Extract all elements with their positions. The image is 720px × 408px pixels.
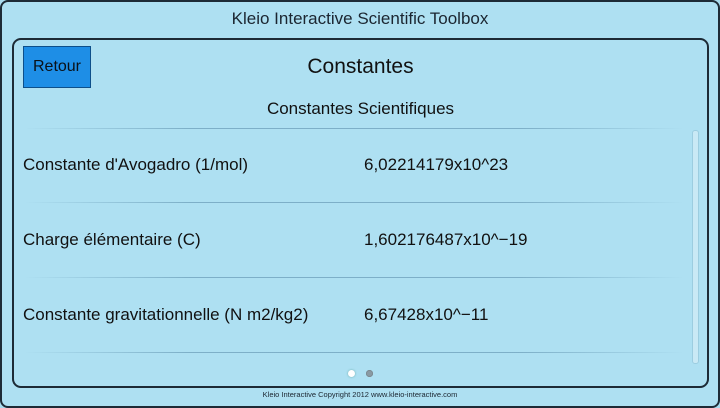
constant-label: Constante gravitationnelle (N m2/kg2) bbox=[23, 305, 309, 324]
divider bbox=[24, 277, 684, 278]
constant-row-gravitational[interactable]: Constante gravitationnelle (N m2/kg2) 6,… bbox=[14, 295, 690, 335]
back-button[interactable]: Retour bbox=[23, 46, 91, 88]
page-dot-1[interactable] bbox=[348, 370, 355, 377]
divider bbox=[24, 352, 684, 353]
scrollbar[interactable] bbox=[692, 130, 699, 364]
constant-label: Charge élémentaire (C) bbox=[23, 230, 201, 249]
divider bbox=[24, 128, 684, 129]
page-indicator bbox=[344, 370, 384, 380]
page-dot-2[interactable] bbox=[366, 370, 373, 377]
page-title: Constantes bbox=[307, 55, 414, 78]
constant-value: 6,67428x10^−11 bbox=[364, 305, 489, 324]
app-title: Kleio Interactive Scientific Toolbox bbox=[231, 9, 489, 28]
section-title: Constantes Scientifiques bbox=[266, 99, 455, 118]
footer-copyright: Kleio Interactive Copyright 2012 www.kle… bbox=[262, 390, 458, 399]
constant-row-avogadro[interactable]: Constante d'Avogadro (1/mol) 6,02214179x… bbox=[14, 145, 690, 185]
main-panel: Retour Constantes Constantes Scientifiqu… bbox=[12, 38, 709, 388]
constant-label: Constante d'Avogadro (1/mol) bbox=[23, 155, 249, 174]
constant-row-elementary-charge[interactable]: Charge élémentaire (C) 1,602176487x10^−1… bbox=[14, 220, 690, 260]
constant-value: 1,602176487x10^−19 bbox=[364, 230, 528, 249]
constant-value: 6,02214179x10^23 bbox=[364, 155, 509, 174]
divider bbox=[24, 202, 684, 203]
